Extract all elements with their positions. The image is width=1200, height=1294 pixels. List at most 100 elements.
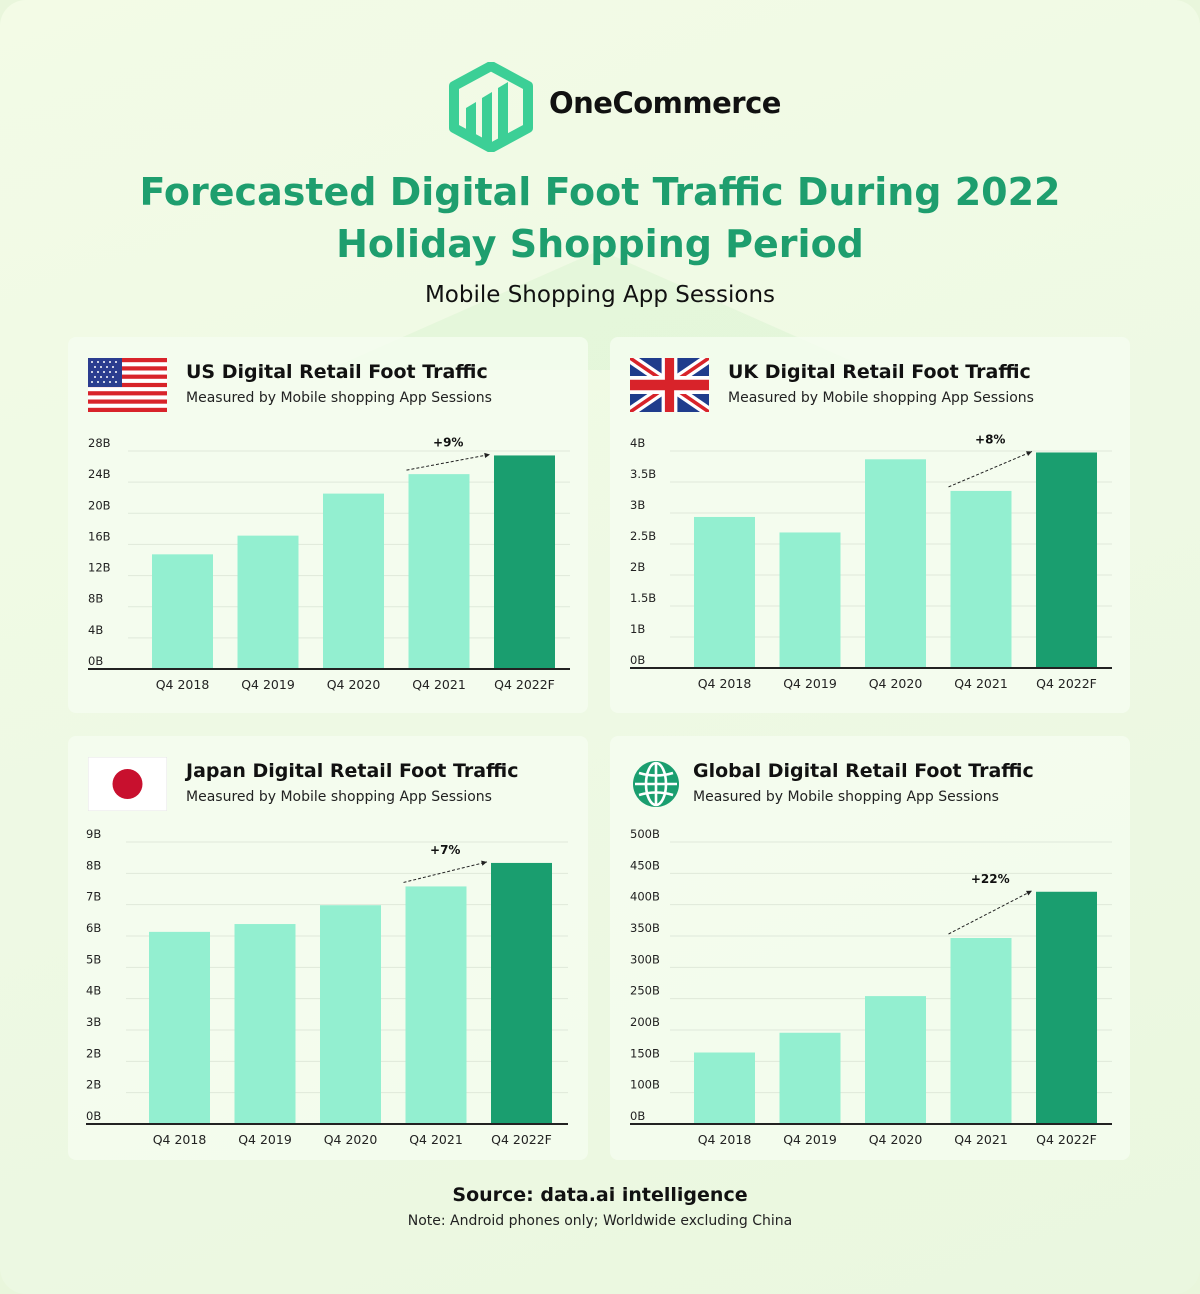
growth-annotation-label: +7%: [430, 843, 460, 857]
bar: [405, 886, 467, 1123]
y-tick-label: 20B: [88, 498, 111, 512]
x-tick-label: Q4 2018: [156, 677, 210, 692]
y-tick-label: 2B: [86, 1078, 101, 1092]
y-tick-label: 1.5B: [630, 591, 656, 605]
y-tick-label: 0B: [630, 653, 645, 667]
bar: [865, 996, 926, 1123]
japan-panel: Japan Digital Retail Foot Traffic Measur…: [68, 736, 588, 1160]
bar: [323, 493, 384, 668]
x-tick-label: Q4 2020: [869, 1132, 923, 1147]
y-tick-label: 9B: [86, 827, 101, 841]
x-tick-label: Q4 2020: [869, 676, 923, 691]
bar: [865, 459, 926, 667]
japan-panel-subtitle: Measured by Mobile shopping App Sessions: [186, 789, 492, 805]
growth-arrow-head: [1026, 451, 1032, 456]
x-tick-label: Q4 2021: [954, 1132, 1008, 1147]
x-tick-label: Q4 2019: [238, 1132, 292, 1147]
bar: [491, 862, 552, 1123]
x-tick-label: Q4 2022F: [1036, 676, 1097, 691]
y-tick-label: 24B: [88, 467, 111, 481]
bar: [694, 1052, 755, 1123]
global-panel-title: Global Digital Retail Foot Traffic: [693, 760, 1034, 782]
us-panel-subtitle: Measured by Mobile shopping App Sessions: [186, 390, 492, 406]
y-tick-label: 7B: [86, 890, 101, 904]
bar: [408, 474, 470, 668]
uk-panel: UK Digital Retail Foot Traffic Measured …: [610, 337, 1130, 713]
growth-annotation-label: +8%: [975, 432, 1005, 446]
onecommerce-logo-icon: [449, 62, 533, 152]
us-flag-icon: [88, 358, 167, 412]
x-tick-label: Q4 2022F: [494, 677, 555, 692]
y-tick-label: 300B: [630, 952, 660, 966]
y-tick-label: 350B: [630, 921, 660, 935]
japan-flag-icon: [88, 757, 167, 811]
globe-icon: [633, 761, 679, 807]
y-tick-label: 4B: [88, 623, 103, 637]
page-title-line1: Forecasted Digital Foot Traffic During 2…: [139, 170, 1061, 214]
global-bar-chart: 0B 100B 150B 200B 250B 300B 350B 400B 450B 500B Q4…: [630, 827, 1112, 1147]
y-tick-label: 0B: [86, 1109, 101, 1123]
y-tick-label: 0B: [630, 1109, 645, 1123]
us-panel: US Digital Retail Foot Traffic Measured …: [68, 337, 588, 713]
x-tick-label: Q4 2018: [698, 676, 752, 691]
y-tick-label: 2B: [86, 1046, 101, 1060]
y-tick-label: 6B: [86, 921, 101, 935]
y-tick-label: 250B: [630, 984, 660, 998]
bar: [779, 1032, 841, 1123]
growth-annotation-label: +22%: [971, 872, 1010, 886]
y-tick-label: 12B: [88, 561, 111, 575]
y-tick-label: 8B: [88, 592, 103, 606]
bar: [950, 938, 1012, 1123]
x-tick-label: Q4 2019: [783, 1132, 837, 1147]
us-panel-title: US Digital Retail Foot Traffic: [186, 361, 488, 383]
y-tick-label: 3B: [630, 498, 645, 512]
japan-bar-chart: 0B 2B 2B 3B 4B 5B 6B 7B 8B 9B Q4 2018 Q4 2019 Q4 202…: [86, 827, 568, 1147]
y-tick-label: 100B: [630, 1078, 660, 1092]
growth-arrow-head: [1026, 890, 1032, 896]
y-tick-label: 500B: [630, 827, 660, 841]
note-text: Note: Android phones only; Worldwide exc…: [407, 1213, 793, 1229]
x-tick-label: Q4 2021: [409, 1132, 463, 1147]
page-subtitle: Mobile Shopping App Sessions: [424, 282, 776, 308]
y-tick-label: 8B: [86, 858, 101, 872]
x-tick-label: Q4 2019: [783, 676, 837, 691]
bar: [950, 490, 1012, 667]
page-title-line2: Holiday Shopping Period: [336, 222, 864, 266]
bar: [1036, 452, 1097, 667]
y-tick-label: 2B: [630, 560, 645, 574]
x-tick-label: Q4 2018: [153, 1132, 207, 1147]
bar: [149, 931, 210, 1123]
y-tick-label: 450B: [630, 858, 660, 872]
bar: [152, 554, 213, 668]
brand-name: OneCommerce: [549, 86, 781, 120]
bar: [779, 532, 841, 667]
y-tick-label: 28B: [88, 436, 111, 450]
japan-panel-title: Japan Digital Retail Foot Traffic: [186, 760, 519, 782]
uk-bar-chart: 0B 1B 1.5B 2B 2.5B 3B 3.5B 4B Q4 2018 Q4 2019 Q4 2…: [630, 432, 1112, 691]
y-tick-label: 3.5B: [630, 467, 656, 481]
growth-arrow-line: [403, 861, 488, 883]
global-panel: Global Digital Retail Foot Traffic Measu…: [610, 736, 1130, 1160]
x-tick-label: Q4 2021: [954, 676, 1008, 691]
y-tick-label: 2.5B: [630, 529, 656, 543]
x-tick-label: Q4 2022F: [491, 1132, 552, 1147]
y-tick-label: 3B: [86, 1015, 101, 1029]
uk-panel-subtitle: Measured by Mobile shopping App Sessions: [728, 390, 1034, 406]
bar: [494, 455, 555, 668]
global-panel-subtitle: Measured by Mobile shopping App Sessions: [693, 789, 999, 805]
y-tick-label: 200B: [630, 1015, 660, 1029]
x-tick-label: Q4 2020: [327, 677, 381, 692]
y-tick-label: 5B: [86, 952, 101, 966]
x-tick-label: Q4 2020: [324, 1132, 378, 1147]
source-text: Source: data.ai intelligence: [452, 1184, 748, 1206]
growth-arrow-line: [948, 451, 1033, 488]
x-tick-label: Q4 2022F: [1036, 1132, 1097, 1147]
growth-arrow-line: [406, 453, 491, 471]
growth-arrow-head: [484, 452, 490, 459]
uk-panel-title: UK Digital Retail Foot Traffic: [728, 361, 1031, 383]
bar: [234, 924, 296, 1123]
y-tick-label: 4B: [86, 984, 101, 998]
y-tick-label: 16B: [88, 529, 111, 543]
bar: [320, 905, 381, 1123]
